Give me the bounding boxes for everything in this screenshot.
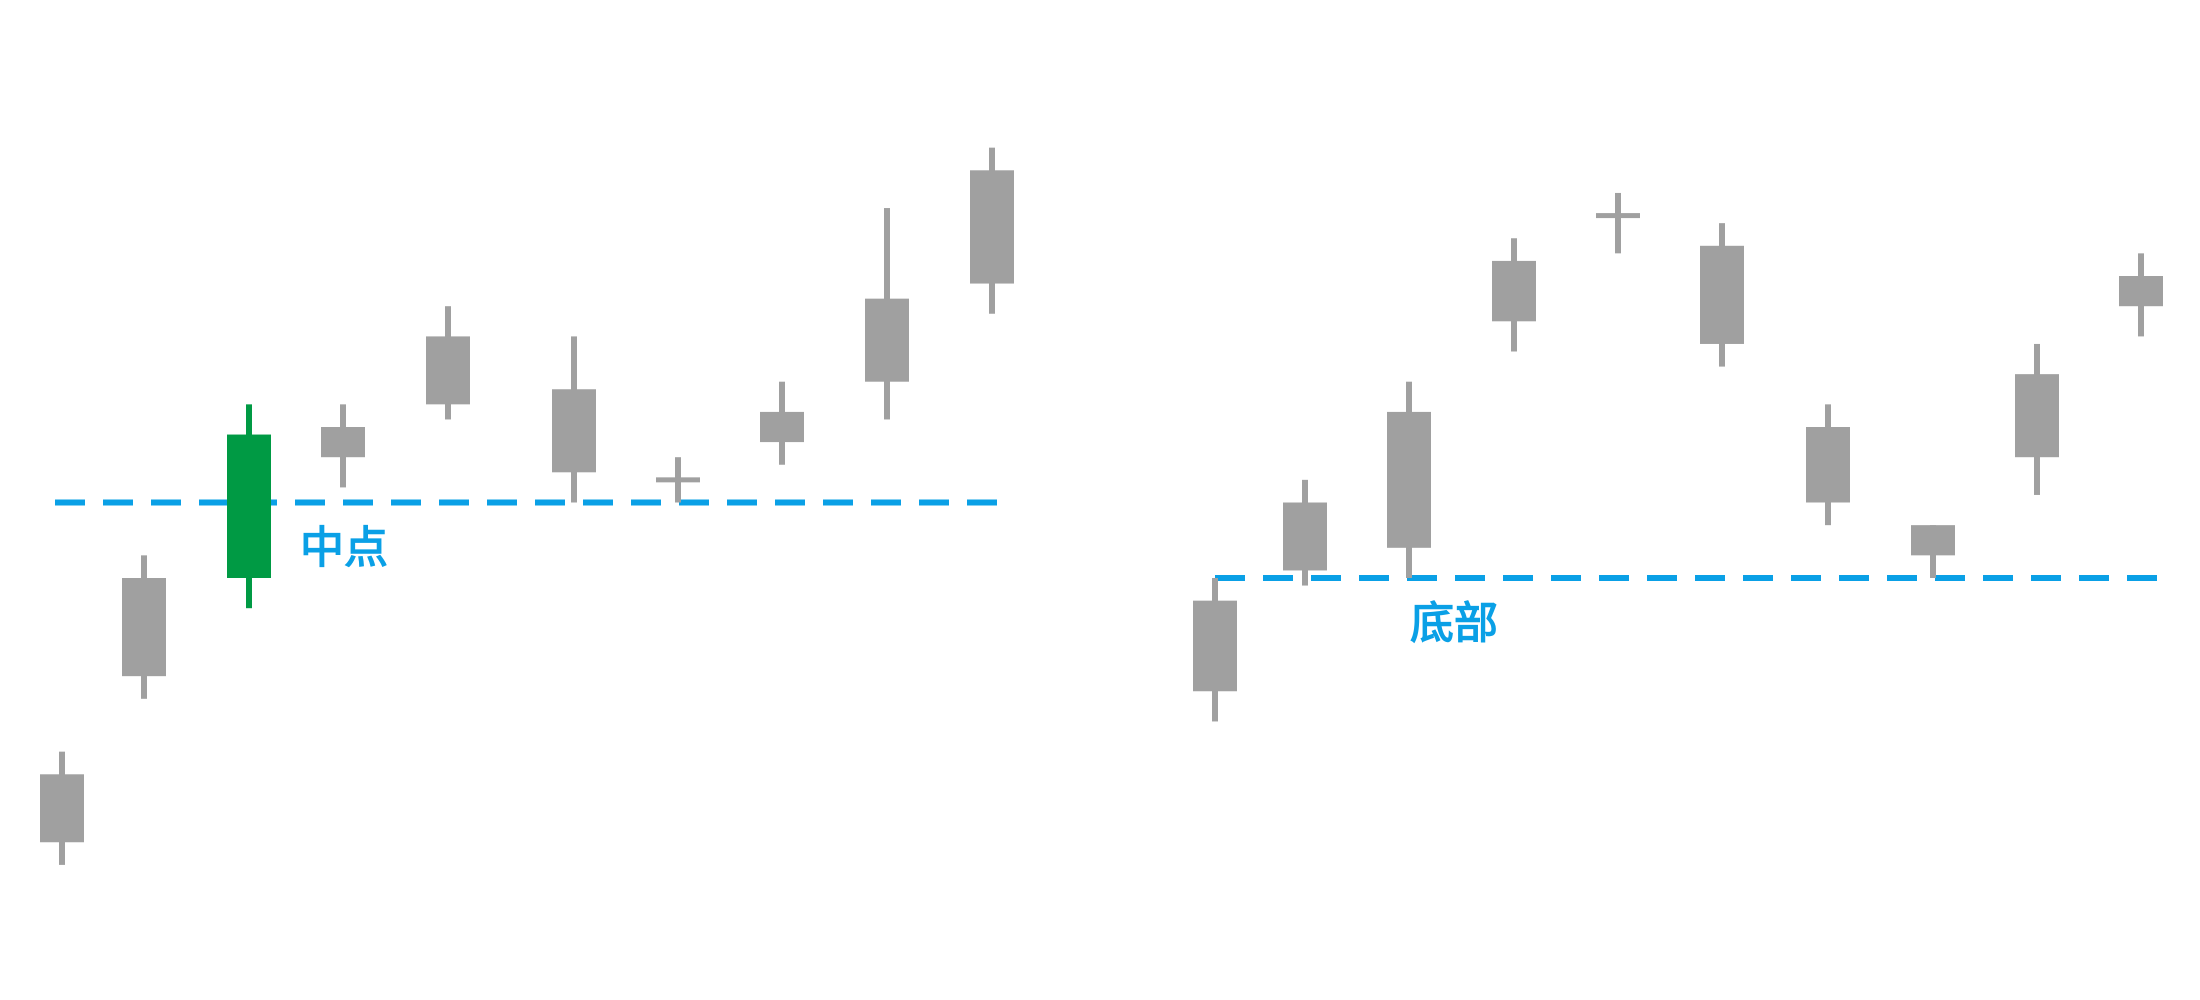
- candle: [2119, 253, 2163, 337]
- candle-body: [2119, 276, 2163, 307]
- candle-body: [1193, 600, 1237, 692]
- candle: [970, 147, 1014, 314]
- candle-body: [1492, 260, 1536, 322]
- candle-body: [1911, 525, 1955, 556]
- candle-body: [426, 336, 470, 405]
- candle-body: [970, 170, 1014, 284]
- chart-panel-bottom: 底部: [1193, 192, 2175, 722]
- candle: [40, 751, 84, 865]
- candle-body: [227, 434, 271, 578]
- candle-body: [1596, 213, 1640, 219]
- reference-line-label: 底部: [1410, 598, 1498, 649]
- candle-body: [552, 389, 596, 473]
- candle: [1283, 479, 1327, 586]
- candle: [426, 306, 470, 420]
- candle-body: [321, 427, 365, 458]
- candle-body: [1283, 502, 1327, 571]
- candle: [2015, 343, 2059, 495]
- candle: [552, 336, 596, 503]
- candle-body: [2015, 374, 2059, 458]
- reference-line-label: 中点: [300, 523, 388, 574]
- candle-body: [122, 578, 166, 677]
- candle: [656, 457, 700, 503]
- candle: [1806, 404, 1850, 526]
- candle-body: [865, 298, 909, 382]
- candle-body: [1387, 411, 1431, 548]
- candle: [321, 404, 365, 488]
- candle-body: [656, 477, 700, 483]
- candle: [865, 208, 909, 420]
- candle-body: [760, 411, 804, 443]
- candle-wick: [1615, 192, 1621, 254]
- candle-body: [40, 774, 84, 843]
- chart-panel-midpoint: 中点: [40, 147, 1015, 865]
- candle: [760, 381, 804, 465]
- candle: [1911, 525, 1955, 578]
- candle-body: [1700, 245, 1744, 344]
- candle: [1700, 223, 1744, 367]
- candle: [1492, 238, 1536, 352]
- highlight-candle: [227, 404, 271, 609]
- candle: [1387, 381, 1431, 578]
- candle: [1596, 192, 1640, 254]
- candle-body: [1806, 427, 1850, 503]
- candle: [122, 555, 166, 699]
- candle: [1193, 578, 1237, 722]
